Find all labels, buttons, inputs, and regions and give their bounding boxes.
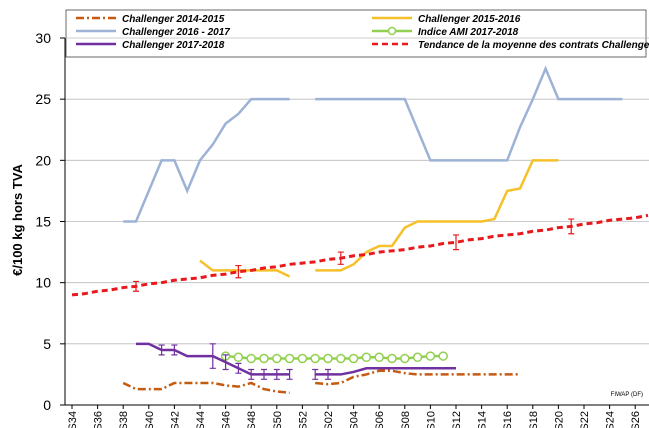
series-line: [123, 65, 623, 223]
y-tick-label: 20: [35, 152, 51, 168]
marker: [259, 353, 269, 364]
marker: [297, 353, 308, 364]
x-tick-label: S36: [93, 411, 105, 428]
error-bar: [222, 354, 229, 371]
x-tick-label: S48: [246, 411, 258, 428]
y-tick-label: 30: [35, 30, 51, 46]
marker: [272, 353, 282, 364]
legend-label: Challenger 2017-2018: [122, 40, 225, 51]
series-line: [225, 354, 444, 360]
y-tick-label: 0: [43, 397, 51, 413]
marker: [438, 351, 448, 361]
y-tick-label: 5: [43, 336, 51, 352]
error-bar: [261, 368, 267, 380]
y-tick-label: 25: [35, 91, 51, 107]
error-bar: [286, 368, 293, 380]
x-tick-label: S40: [144, 411, 156, 428]
x-tick-label: S12: [451, 411, 463, 428]
series-line: [199, 159, 559, 278]
series-line: [122, 369, 520, 395]
error-bar: [273, 368, 280, 380]
legend-box: [65, 9, 647, 58]
x-tick-label: S02: [323, 411, 335, 428]
series-line: [71, 213, 649, 297]
error-bar: [312, 368, 319, 380]
y-axis-label: €/100 kg hors TVA: [10, 164, 25, 276]
legend-label: Tendance de la moyenne des contrats Chal…: [418, 40, 649, 51]
error-bar: [171, 344, 178, 356]
legend-marker: [387, 26, 397, 36]
x-tick-label: S44: [195, 411, 207, 428]
x-tick-label: S24: [605, 411, 617, 428]
x-tick-label: S38: [118, 411, 130, 428]
marker: [336, 353, 346, 364]
error-bar: [133, 280, 139, 292]
error-bar: [158, 344, 165, 356]
x-tick-label: S20: [553, 411, 565, 428]
error-bar: [248, 368, 255, 380]
x-tick-label: S26: [630, 411, 642, 428]
error-bar: [235, 264, 242, 279]
x-tick-label: S16: [502, 411, 514, 428]
x-tick-label: S08: [400, 411, 412, 428]
marker: [348, 353, 359, 364]
legend-label: Challenger 2015-2016: [418, 14, 521, 25]
error-bar: [235, 362, 242, 374]
marker: [284, 353, 295, 364]
y-tick-label: 10: [35, 275, 51, 291]
x-tick-label: S52: [297, 411, 309, 428]
legend-label: Indice AMI 2017-2018: [418, 27, 519, 38]
legend-label: Challenger 2016 - 2017: [122, 27, 230, 38]
error-bar: [568, 218, 575, 235]
marker: [412, 352, 423, 363]
error-bar: [209, 343, 216, 369]
x-tick-label: S34: [67, 411, 79, 428]
marker: [374, 352, 384, 363]
marker: [361, 352, 372, 363]
error-bar: [325, 368, 331, 380]
x-tick-label: S18: [528, 411, 540, 428]
marker: [323, 353, 333, 364]
marker: [425, 351, 436, 361]
x-tick-label: S42: [169, 411, 181, 428]
x-tick-label: S04: [349, 411, 361, 428]
marker: [387, 353, 397, 364]
marker: [233, 352, 244, 363]
x-tick-label: S10: [425, 411, 437, 428]
x-tick-label: S14: [477, 411, 489, 428]
marker: [400, 353, 410, 364]
annotation: FIWAP (DF): [611, 392, 643, 398]
legend-label: Challenger 2014-2015: [122, 14, 225, 25]
x-tick-label: S50: [272, 411, 284, 428]
marker: [310, 353, 320, 364]
x-tick-label: S46: [221, 411, 233, 428]
y-tick-label: 15: [35, 214, 51, 230]
marker: [246, 353, 256, 364]
x-tick-label: S22: [579, 411, 591, 428]
x-tick-label: S06: [374, 411, 386, 428]
error-bar: [337, 251, 344, 265]
error-bar: [453, 234, 459, 251]
